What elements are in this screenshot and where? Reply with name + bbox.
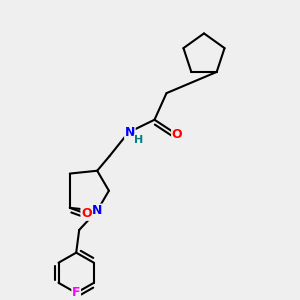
Text: N: N [125,126,135,139]
Text: O: O [81,207,92,220]
Text: N: N [92,204,102,217]
Text: H: H [134,135,143,145]
Text: O: O [172,128,182,141]
Text: F: F [72,286,80,299]
